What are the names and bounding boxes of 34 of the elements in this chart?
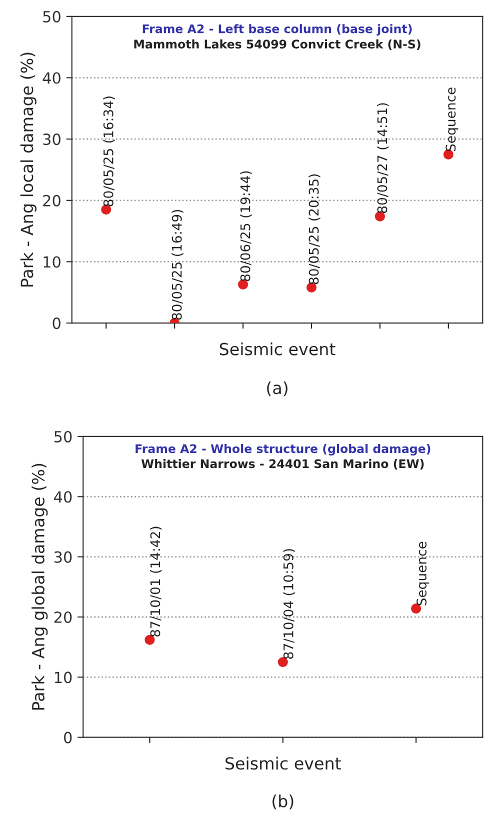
y-tick-label: 40: [54, 491, 72, 503]
text: Frame A2 - Left base column (base joint): [142, 24, 412, 36]
category-label: 80/06/25 (19:44): [240, 171, 252, 282]
x-axis-title: Seismic event: [220, 342, 336, 356]
category-label: 80/05/25 (20:35): [308, 174, 320, 284]
point: [411, 604, 422, 614]
y-tick-label: 50: [54, 430, 72, 443]
text: (b): [272, 794, 294, 810]
y-tick-label: 40: [42, 72, 60, 84]
y-tick-label: 30: [54, 551, 72, 563]
y-tick-label: 30: [43, 134, 60, 146]
y-tick-label: 10: [44, 256, 60, 268]
x-tick-label: 87/10/04 (10:59): [283, 549, 295, 659]
y-tick-label: 20: [43, 194, 60, 206]
y-tick-label: 20: [54, 611, 72, 624]
y-tick-label: 0: [64, 732, 72, 744]
point: [144, 634, 155, 645]
y-tick-label: 10: [54, 672, 72, 684]
text: (a): [267, 381, 288, 396]
category-label: 80/05/25 (16:34): [103, 96, 115, 206]
text: Whittier Narrows - 24401 San Marino (EW): [141, 459, 424, 470]
y-tick-label: 0: [52, 318, 60, 330]
y-axis-title: Park - Ang local damage (%): [20, 52, 36, 287]
text: Frame A2 - Whole structure (global damage): [136, 444, 430, 456]
x-tick-label: Sequence: [416, 542, 430, 606]
category-label: 80/05/27 (14:51): [377, 103, 389, 213]
category-label: Sequence: [446, 88, 458, 152]
x-tick-label: 87/10/01 (14:42): [150, 526, 162, 637]
category-label: 80/05/25 (16:49): [172, 210, 184, 320]
y-tick-label: 50: [43, 10, 60, 22]
point: [278, 657, 288, 668]
x-axis-title: Seismic event: [226, 756, 341, 770]
text: Mammoth Lakes 54099 Convict Creek (N-S): [134, 39, 420, 50]
y-axis-title: Park - Ang global damage (%): [32, 464, 48, 710]
